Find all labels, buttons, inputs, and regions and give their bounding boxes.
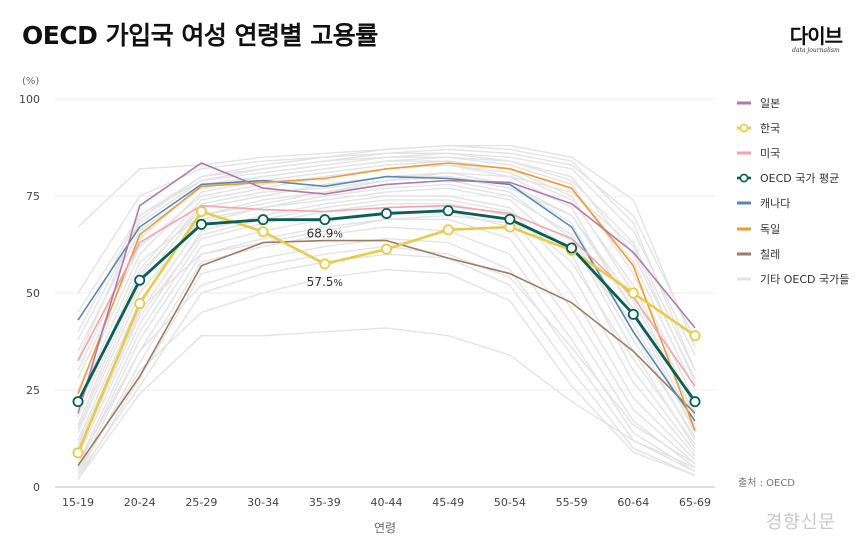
x-axis-label: 연령 — [374, 521, 396, 535]
x-tick-label: 35-39 — [309, 496, 341, 509]
y-unit-label: (%) — [22, 76, 39, 87]
series-line — [77, 162, 696, 414]
legend-item: 한국 — [736, 115, 849, 140]
data-point — [442, 205, 454, 217]
legend-swatch — [737, 227, 751, 231]
other-country-line — [77, 237, 696, 480]
data-point — [689, 330, 701, 342]
y-tick-label: 75 — [26, 190, 40, 203]
other-country-line — [77, 152, 696, 356]
other-country-line — [77, 226, 696, 476]
annotation-unit: % — [333, 278, 343, 289]
source-note: 출처 : OECD — [738, 478, 795, 489]
legend-label: 일본 — [760, 96, 781, 110]
x-tick-label: 40-44 — [371, 496, 403, 509]
series-line — [77, 204, 696, 387]
y-tick-label: 100 — [19, 93, 40, 106]
data-point — [257, 214, 269, 226]
annotations: 68.9%57.5% — [307, 227, 343, 289]
data-point — [195, 218, 207, 230]
legend-swatch — [737, 151, 751, 155]
legend-item: 캐나다 — [736, 191, 849, 216]
legend-label: 미국 — [760, 146, 781, 160]
legend-swatch — [737, 101, 751, 105]
x-tick-label: 55-59 — [556, 496, 588, 509]
legend-swatch — [737, 252, 751, 256]
data-point — [195, 206, 207, 218]
annotation-label: 68.9% — [307, 227, 343, 241]
other-country-line — [77, 171, 696, 402]
data-point — [134, 274, 146, 286]
legend-item: 일본 — [736, 90, 849, 115]
series-line — [77, 239, 696, 467]
data-point — [627, 308, 639, 320]
annotation-value: 68.9 — [307, 227, 334, 241]
x-tick-label: 20-24 — [124, 496, 156, 509]
annotation-unit: % — [333, 230, 343, 241]
x-tick-label: 15-19 — [62, 496, 94, 509]
data-point — [72, 396, 84, 408]
legend-swatch — [737, 173, 751, 183]
brand-logo: 다이브 data journalism — [789, 20, 843, 54]
annotation-label: 57.5% — [307, 275, 343, 289]
legend-label: OECD 국가 평균 — [760, 172, 840, 186]
other-country-line — [77, 187, 696, 453]
watermark: 경향신문 — [765, 512, 836, 533]
data-point — [566, 242, 578, 254]
legend-item: 기타 OECD 국가들 — [736, 266, 849, 291]
legend-swatch — [737, 201, 751, 205]
legend-item: 칠레 — [736, 241, 849, 266]
x-tick-label: 60-64 — [617, 496, 649, 509]
legend-label: 칠레 — [760, 247, 781, 261]
legend-item: OECD 국가 평균 — [736, 166, 849, 191]
other-country-line — [77, 214, 696, 445]
y-tick-label: 25 — [26, 384, 40, 397]
other-country-line — [77, 144, 696, 360]
series-markers — [72, 205, 701, 459]
data-point — [380, 207, 392, 219]
brand-subtitle: data journalism — [792, 47, 840, 54]
other-country-line — [77, 327, 696, 480]
x-tick-label: 50-54 — [494, 496, 526, 509]
x-tick-label: 25-29 — [185, 496, 217, 509]
data-point — [72, 447, 84, 459]
data-point — [319, 258, 331, 270]
data-point — [627, 287, 639, 299]
data-point — [442, 224, 454, 236]
data-point — [134, 297, 146, 309]
x-tick-label: 30-34 — [247, 496, 279, 509]
legend-item: 독일 — [736, 216, 849, 241]
legend-swatch — [737, 123, 751, 133]
x-tick-label: 45-49 — [432, 496, 464, 509]
y-tick-label: 0 — [33, 481, 40, 494]
y-tick-label: 50 — [26, 287, 40, 300]
x-tick-label: 65-69 — [679, 496, 711, 509]
legend-item: 미국 — [736, 140, 849, 165]
other-country-line — [77, 199, 696, 453]
legend-swatch — [737, 277, 751, 281]
other-country-line — [77, 152, 696, 371]
data-point — [380, 243, 392, 255]
data-point — [257, 226, 269, 238]
x-axis-ticks: 15-19 20-24 25-29 30-34 35-39 40-44 45-49 50-54… — [62, 496, 711, 509]
brand-name: 다이브 — [789, 24, 843, 48]
legend-label: 캐나다 — [760, 197, 791, 211]
data-point — [689, 396, 701, 408]
annotation-value: 57.5 — [307, 275, 334, 289]
series-line — [77, 162, 696, 431]
series-line — [77, 175, 696, 422]
data-point — [319, 214, 331, 226]
other-country-line — [77, 268, 696, 477]
other-country-line — [77, 203, 696, 464]
data-point — [504, 213, 516, 225]
chart-title: OECD 가입국 여성 연령별 고용률 — [22, 21, 378, 50]
legend-label: 기타 OECD 국가들 — [760, 272, 850, 286]
y-axis-ticks: 0 25 50 75 100 — [19, 93, 40, 494]
legend-label: 한국 — [760, 121, 781, 135]
legend-label: 독일 — [760, 222, 781, 236]
